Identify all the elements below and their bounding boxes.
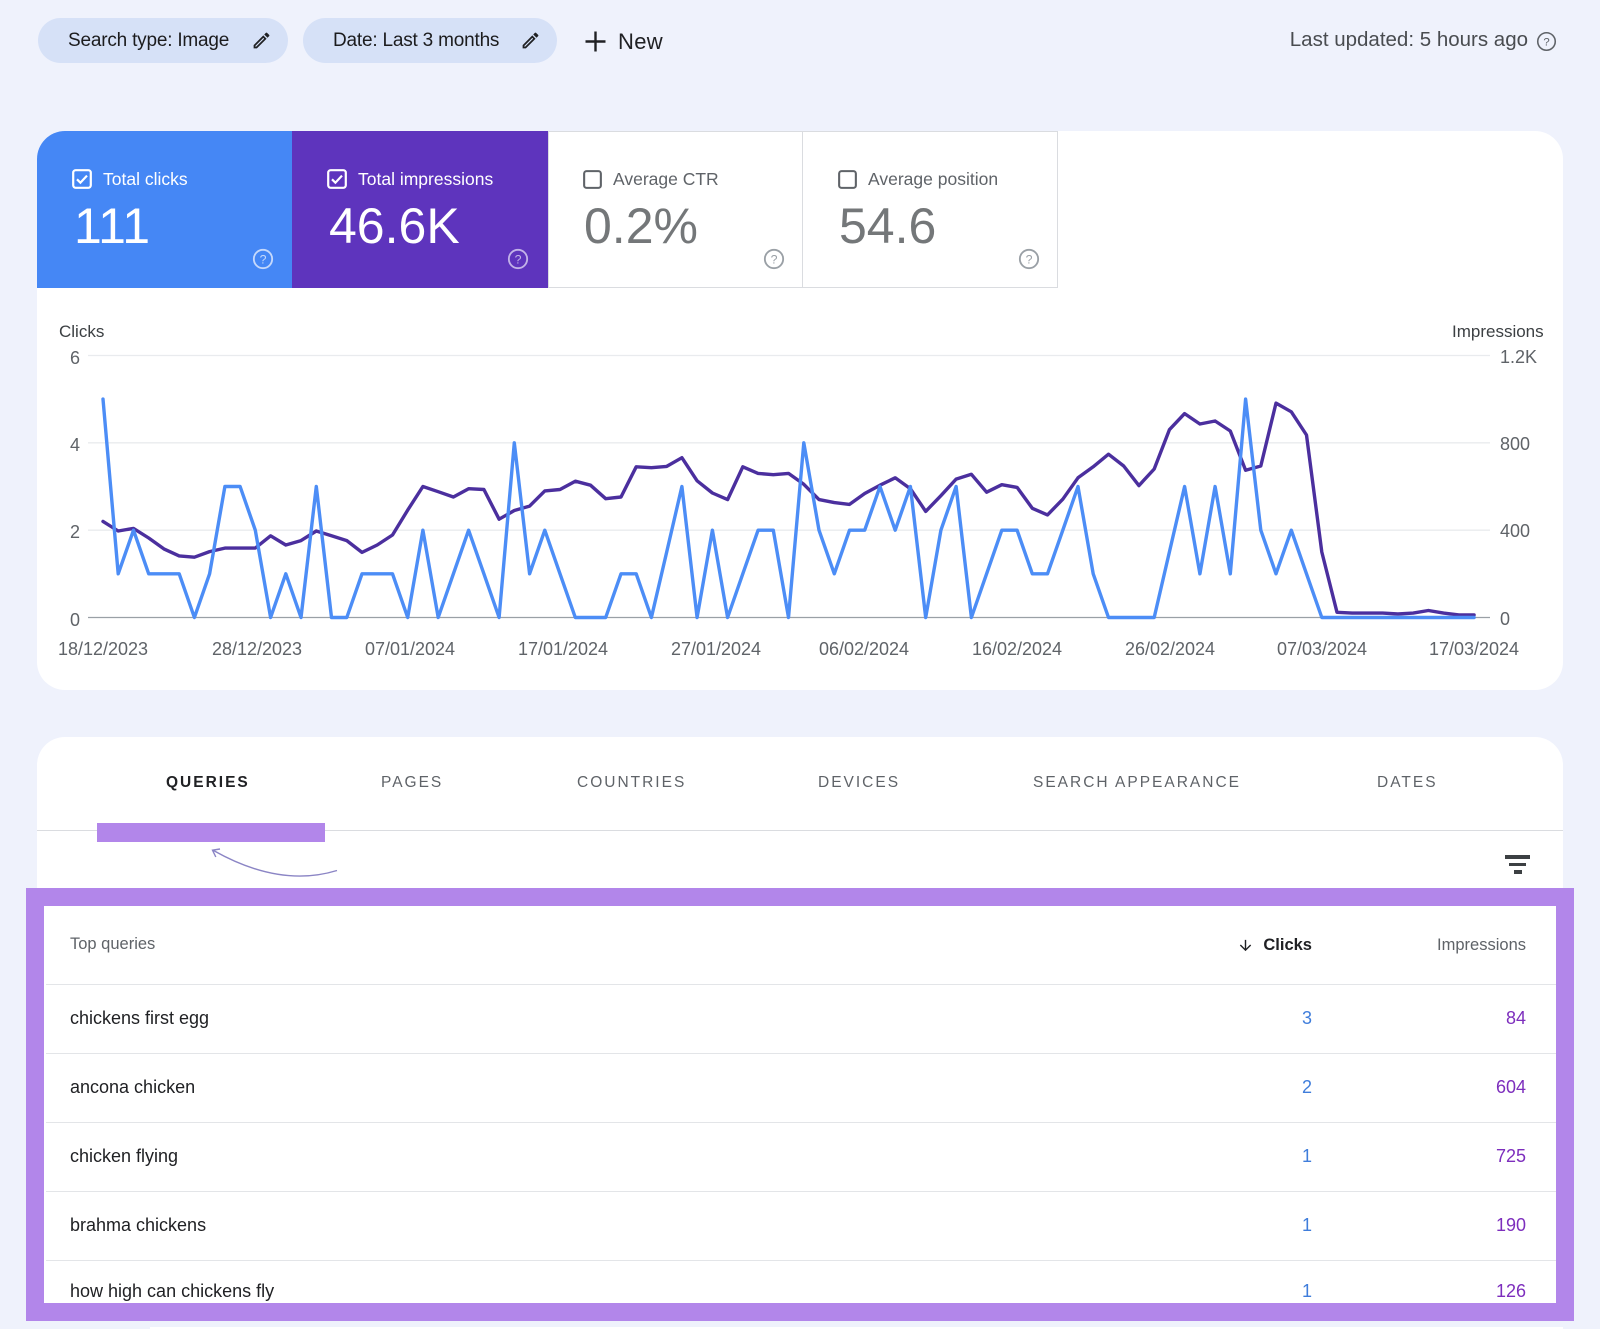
svg-text:?: ? (515, 252, 522, 266)
svg-text:?: ? (260, 252, 267, 266)
svg-text:?: ? (1543, 36, 1549, 48)
svg-text:?: ? (1026, 252, 1033, 266)
svg-text:?: ? (771, 252, 778, 266)
